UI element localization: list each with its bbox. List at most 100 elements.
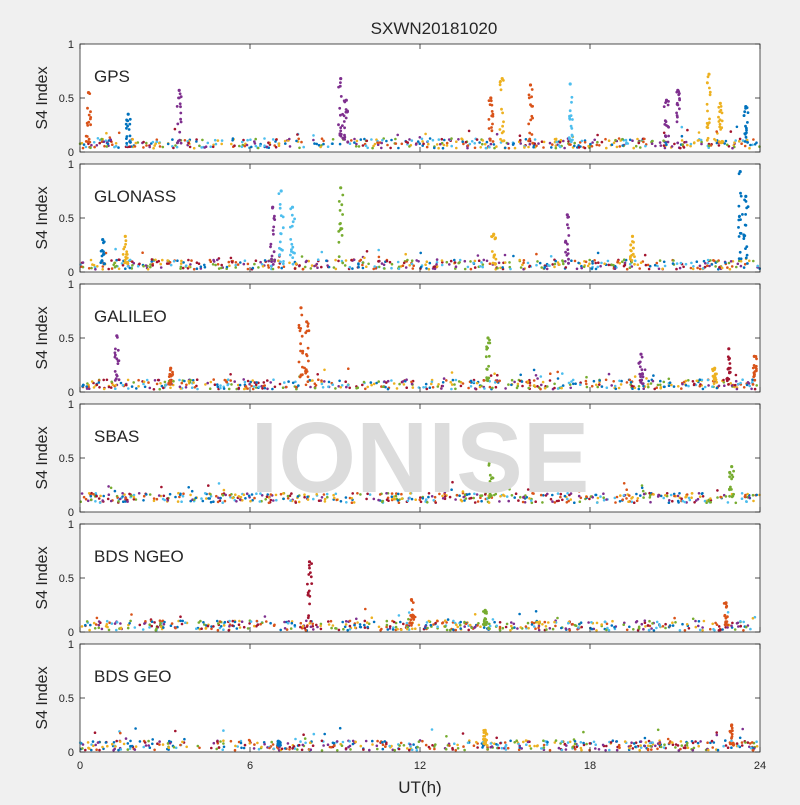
spike-point [308, 566, 311, 570]
scatter-point [114, 247, 117, 251]
scatter-point [231, 619, 235, 623]
scatter-point [148, 623, 151, 626]
scatter-point [380, 141, 384, 145]
scatter-point [685, 743, 689, 747]
scatter-point [392, 382, 396, 385]
scatter-point [472, 744, 476, 747]
scatter-point [698, 264, 702, 268]
y-axis-label: S4 Index [34, 66, 51, 129]
scatter-point [541, 623, 544, 626]
scatter-point [388, 627, 392, 630]
spike-point [273, 214, 276, 218]
scatter-point [379, 628, 382, 632]
scatter-point [93, 731, 97, 734]
spike-point [489, 477, 493, 480]
scatter-point [439, 142, 442, 146]
scatter-point [533, 138, 537, 141]
scatter-point [305, 625, 309, 628]
scatter-point [445, 260, 449, 264]
scatter-point [271, 387, 274, 391]
scatter-point [397, 614, 401, 617]
scatter-point [344, 259, 348, 262]
scatter-point [691, 741, 695, 745]
panel-label: BDS GEO [94, 667, 171, 686]
scatter-point [454, 378, 458, 382]
scatter-point [454, 748, 458, 752]
scatter-point [376, 739, 379, 743]
spike-point [571, 118, 574, 121]
scatter-point [359, 493, 362, 496]
scatter-point [534, 610, 538, 613]
spike-point [175, 105, 179, 108]
scatter-point [488, 627, 491, 631]
spike-point [290, 242, 294, 246]
scatter-point [212, 143, 215, 147]
scatter-point [385, 139, 388, 143]
spike-point [745, 128, 748, 132]
scatter-point [240, 620, 244, 623]
scatter-point [625, 628, 629, 632]
spike-point [744, 256, 748, 260]
scatter-point [400, 142, 404, 146]
scatter-point [417, 260, 420, 263]
scatter-point [504, 387, 507, 390]
scatter-point [591, 496, 594, 499]
spike-point [666, 140, 670, 144]
spike-point [176, 122, 180, 126]
scatter-point [259, 492, 262, 495]
scatter-point [528, 142, 532, 146]
spike-point [728, 470, 732, 474]
scatter-point [239, 261, 242, 264]
scatter-point [467, 386, 470, 390]
scatter-point [107, 385, 111, 389]
scatter-point [246, 138, 249, 142]
scatter-point [133, 626, 137, 629]
scatter-point [157, 494, 161, 497]
scatter-point [642, 496, 645, 499]
scatter-point [354, 626, 357, 629]
scatter-point [560, 740, 564, 743]
scatter-point [213, 383, 217, 387]
scatter-point [320, 265, 323, 269]
scatter-point [564, 627, 568, 630]
scatter-point [717, 625, 721, 628]
scatter-point [180, 259, 183, 263]
scatter-point [625, 488, 628, 492]
spike-point [300, 334, 304, 338]
spike-peak-point [744, 194, 748, 198]
scatter-point [299, 625, 302, 629]
scatter-point [102, 140, 106, 143]
scatter-point [437, 138, 441, 141]
scatter-point [703, 265, 707, 269]
scatter-point [385, 623, 389, 627]
scatter-point [238, 383, 242, 387]
spike-point [727, 383, 730, 386]
spike-point [342, 114, 346, 118]
scatter-point [713, 629, 716, 632]
scatter-point [253, 624, 256, 628]
scatter-point [230, 383, 233, 386]
spike-point [640, 378, 644, 382]
scatter-point [569, 498, 572, 501]
panel-plot-area [80, 524, 760, 632]
scatter-point [680, 387, 683, 390]
scatter-point [152, 499, 156, 503]
scatter-point [450, 387, 453, 391]
scatter-point [312, 134, 315, 137]
scatter-point [628, 262, 632, 266]
spike-point [639, 375, 642, 379]
scatter-point [190, 259, 193, 262]
scatter-point [377, 625, 381, 629]
scatter-point [600, 261, 603, 265]
scatter-point [122, 500, 125, 504]
scatter-point [82, 495, 86, 499]
scatter-point [480, 261, 483, 264]
scatter-point [696, 266, 699, 270]
scatter-point [226, 383, 229, 387]
scatter-point [396, 133, 400, 137]
scatter-point [91, 740, 95, 743]
spike-point [281, 262, 285, 266]
scatter-point [537, 628, 541, 632]
scatter-point [133, 145, 137, 148]
scatter-point [678, 266, 682, 270]
